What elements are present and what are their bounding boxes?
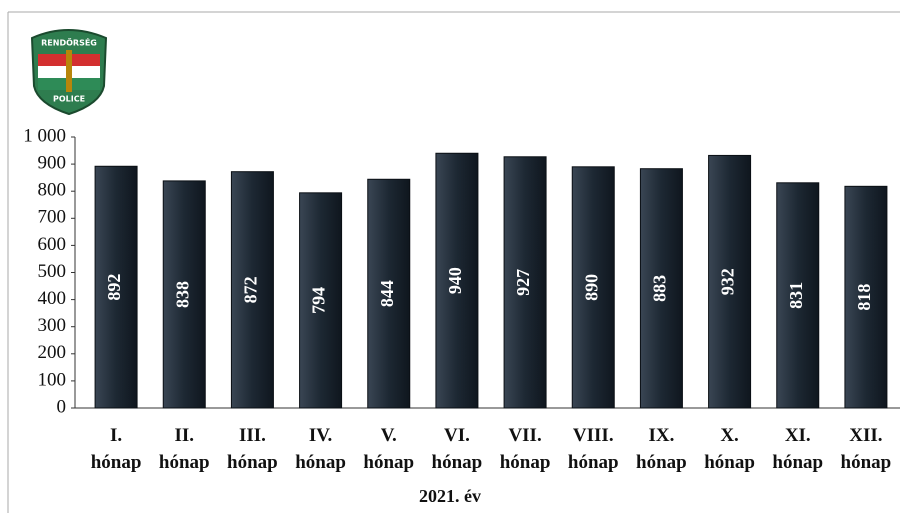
x-tick-label: VI. hónap bbox=[431, 425, 483, 473]
logo-text-bottom: POLICE bbox=[53, 95, 85, 104]
y-tick-label: 700 bbox=[38, 207, 67, 228]
bar bbox=[230, 171, 274, 409]
value-label: 883 bbox=[650, 275, 670, 302]
logo-text-top: RENDŐRSÉG bbox=[41, 37, 97, 48]
bar bbox=[776, 182, 820, 409]
y-tick-label: 600 bbox=[38, 234, 67, 255]
value-label: 831 bbox=[786, 282, 806, 309]
bar bbox=[299, 192, 343, 409]
value-label: 932 bbox=[718, 268, 738, 295]
x-tick-label: IV. hónap bbox=[295, 425, 346, 473]
value-label: 940 bbox=[445, 267, 465, 294]
value-label: 892 bbox=[104, 274, 124, 301]
bar bbox=[162, 180, 206, 409]
y-tick-label: 300 bbox=[38, 315, 67, 336]
y-tick-label: 200 bbox=[38, 342, 67, 363]
y-tick-label: 500 bbox=[38, 261, 67, 282]
bar bbox=[844, 185, 888, 409]
x-tick-label: VIII. hónap bbox=[567, 425, 619, 473]
x-tick-label: XII. hónap bbox=[840, 425, 892, 473]
x-tick-label: II. hónap bbox=[158, 425, 210, 473]
x-tick-label: IX. hónap bbox=[636, 425, 687, 473]
x-tick-label: X. hónap bbox=[704, 425, 755, 473]
x-axis-label: 2021. év bbox=[419, 486, 481, 506]
value-label: 927 bbox=[513, 269, 533, 296]
value-label: 890 bbox=[581, 274, 601, 301]
x-tick-label: III. hónap bbox=[227, 425, 278, 473]
value-label: 794 bbox=[309, 287, 329, 314]
bar bbox=[435, 152, 479, 409]
x-tick-label: VII. hónap bbox=[499, 425, 551, 473]
bar bbox=[571, 166, 615, 409]
y-tick-label: 900 bbox=[38, 152, 67, 173]
bar bbox=[503, 156, 547, 409]
bar bbox=[367, 178, 411, 409]
bar bbox=[639, 168, 683, 409]
y-tick-label: 400 bbox=[38, 288, 67, 309]
value-label: 872 bbox=[241, 276, 261, 303]
y-tick-label: 100 bbox=[38, 369, 67, 390]
y-tick-label: 1 000 bbox=[23, 125, 66, 146]
value-label: 844 bbox=[377, 280, 397, 307]
value-label: 818 bbox=[854, 284, 874, 311]
logo: RENDŐRSÉG POLICE bbox=[30, 29, 108, 116]
value-label: 838 bbox=[172, 281, 192, 308]
bar bbox=[708, 154, 752, 409]
y-tick-label: 0 bbox=[57, 396, 67, 417]
x-tick-label: V. hónap bbox=[363, 425, 415, 473]
x-tick-label: I. hónap bbox=[90, 425, 142, 473]
y-tick-label: 800 bbox=[38, 180, 67, 201]
bar bbox=[94, 165, 138, 409]
x-tick-label: XI. hónap bbox=[772, 425, 824, 473]
